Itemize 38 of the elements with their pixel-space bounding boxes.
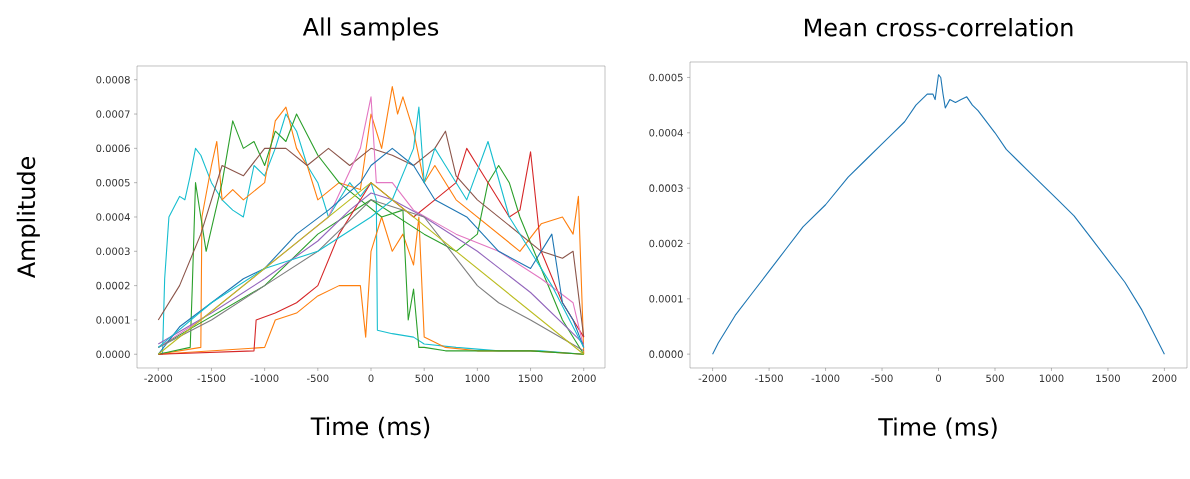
x-tick-label: -2000 — [698, 374, 727, 383]
x-tick-label: 2000 — [571, 374, 596, 383]
x-tick-label: 2000 — [1152, 374, 1177, 383]
y-tick-label: 0.0004 — [96, 213, 130, 221]
x-tick-label: -1000 — [250, 374, 279, 383]
chart-title: All samples — [302, 17, 439, 41]
x-tick-label: -2000 — [144, 374, 173, 383]
y-tick-label: 0.0008 — [96, 75, 130, 84]
y-tick-label: 0.0002 — [96, 281, 130, 290]
y-tick-label: 0.0004 — [649, 129, 683, 137]
x-axis-title: Time (ms) — [310, 416, 430, 439]
y-tick-label: 0.0000 — [649, 350, 683, 358]
x-tick-label: 1500 — [1096, 374, 1120, 383]
x-tick-label: 500 — [415, 374, 434, 383]
y-tick-label: 0.0003 — [96, 247, 130, 256]
x-tick-label: 1000 — [1039, 374, 1064, 383]
x-tick-label: -500 — [871, 374, 893, 383]
x-axis-title: Time (ms) — [878, 417, 997, 439]
y-tick-label: 0.0001 — [649, 295, 683, 303]
y-tick-label: 0.0003 — [649, 184, 683, 192]
y-axis-title: Amplitude — [16, 156, 40, 279]
x-tick-label: 1500 — [518, 374, 543, 383]
y-tick-label: 0.0002 — [649, 239, 683, 248]
y-tick-label: 0.0005 — [96, 178, 130, 187]
x-tick-label: -1000 — [811, 374, 840, 383]
x-tick-label: 0 — [368, 374, 374, 383]
y-tick-label: 0.0000 — [96, 350, 130, 359]
x-tick-label: -1500 — [755, 374, 783, 383]
x-tick-label: -500 — [307, 374, 329, 383]
x-tick-label: 1000 — [465, 374, 490, 383]
x-tick-label: 0 — [936, 374, 942, 383]
y-tick-label: 0.0005 — [649, 73, 683, 82]
x-tick-label: -1500 — [197, 374, 226, 383]
y-tick-label: 0.0001 — [96, 316, 130, 324]
y-tick-label: 0.0007 — [96, 110, 130, 118]
y-tick-label: 0.0006 — [96, 144, 130, 153]
x-tick-label: 500 — [986, 374, 1004, 383]
chart-title: Mean cross-correlation — [805, 17, 1073, 37]
